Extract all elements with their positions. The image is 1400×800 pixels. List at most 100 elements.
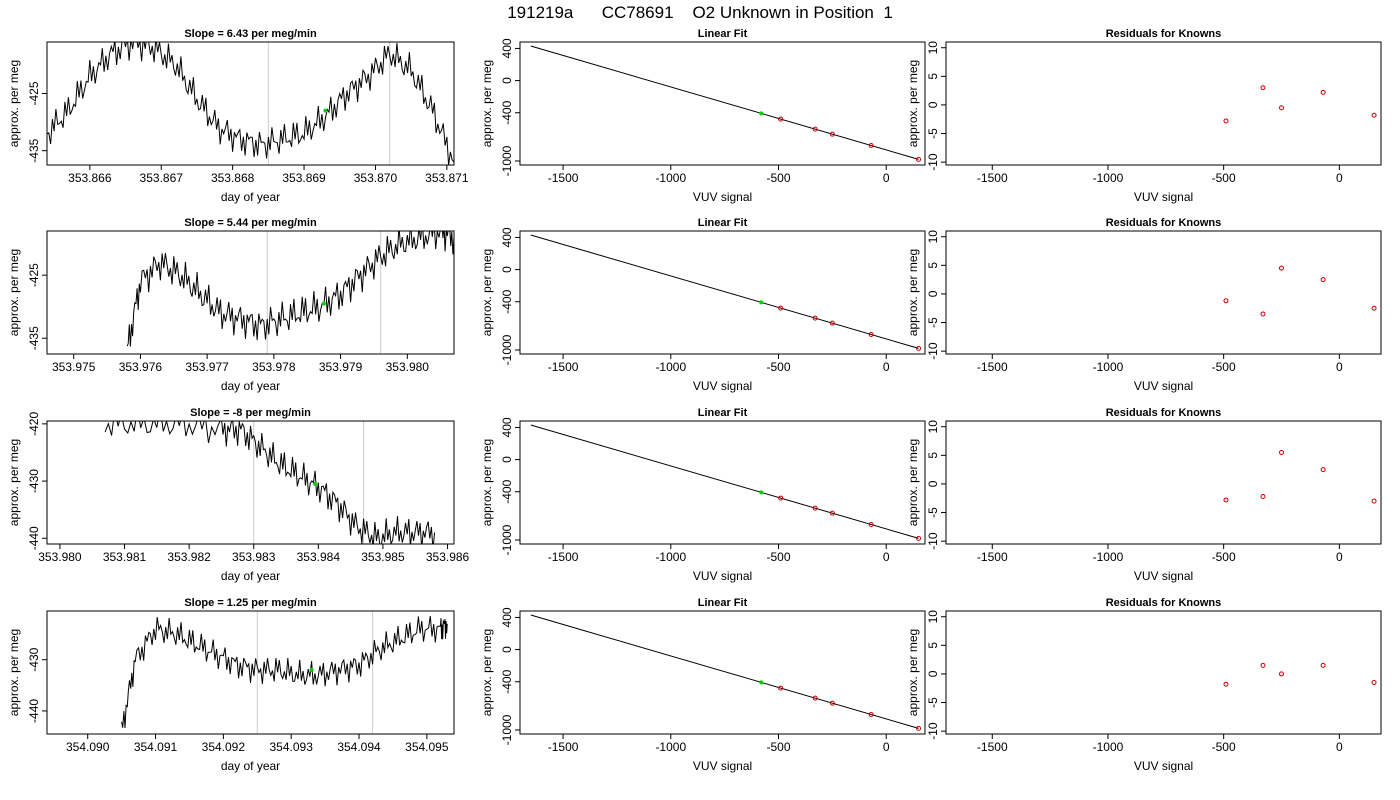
known-point xyxy=(829,700,835,706)
y-tick-label: -440 xyxy=(27,699,41,723)
x-tick-label: -1000 xyxy=(1093,740,1124,754)
plot-area xyxy=(530,424,922,541)
plot-frame xyxy=(46,230,455,355)
y-tick-label: -400 xyxy=(500,669,514,693)
known-point xyxy=(778,685,784,691)
highlight-point xyxy=(313,481,318,486)
panel-title: Linear Fit xyxy=(698,28,748,40)
x-tick-label: -1500 xyxy=(977,360,1008,374)
y-tick-label: -5 xyxy=(926,507,940,518)
panel-linear-fit: Linear Fit -1500 -1000 -500 0 400 0 -400 -1000 VU… xyxy=(480,407,926,583)
y-axis-label: approx. per meg xyxy=(480,439,494,526)
known-point xyxy=(812,505,818,511)
x-tick-label: 0 xyxy=(1336,360,1343,374)
x-axis-label: day of year xyxy=(221,190,280,204)
panel-title: Slope = -8 per meg/min xyxy=(190,407,311,419)
known-point xyxy=(916,345,922,351)
x-tick-label: -1000 xyxy=(1093,171,1124,185)
x-tick-label: -500 xyxy=(766,740,790,754)
known-point xyxy=(829,131,835,137)
x-tick-label: -1000 xyxy=(655,740,686,754)
plot-frame xyxy=(519,610,926,735)
highlight-point xyxy=(321,301,326,306)
known-point xyxy=(916,535,922,541)
unknown-point xyxy=(759,111,764,116)
y-axis-label: approx. per meg xyxy=(906,249,920,336)
y-tick-label: -5 xyxy=(926,697,940,708)
y-tick-label: -430 xyxy=(27,647,41,671)
x-tick-label: 353.980 xyxy=(386,360,430,374)
plot-frame xyxy=(945,230,1382,355)
y-tick-label: -435 xyxy=(27,326,41,350)
known-point xyxy=(868,332,874,338)
x-tick-label: 353.978 xyxy=(252,360,296,374)
y-axis-label: approx. per meg xyxy=(480,60,494,147)
x-axis-label: day of year xyxy=(221,569,280,583)
y-tick-label: -10 xyxy=(926,342,940,360)
residual-point xyxy=(1279,671,1285,677)
panel-time-series: Slope = 5.44 per meg/min 353.975 353.976 35… xyxy=(7,217,455,393)
y-tick-label: 0 xyxy=(926,670,940,677)
y-axis-label: approx. per meg xyxy=(480,249,494,336)
x-tick-label: -500 xyxy=(766,360,790,374)
unknown-point xyxy=(759,300,764,305)
x-tick-label: -1500 xyxy=(977,740,1008,754)
panel-title: Slope = 6.43 per meg/min xyxy=(184,28,317,40)
y-axis-label: approx. per meg xyxy=(7,249,21,336)
x-axis-label: VUV signal xyxy=(1134,379,1193,393)
plot-frame xyxy=(46,41,455,166)
x-tick-label: 353.869 xyxy=(282,171,326,185)
x-tick-label: 353.868 xyxy=(211,171,255,185)
y-tick-label: 5 xyxy=(926,73,940,80)
known-point xyxy=(916,156,922,162)
x-axis-label: VUV signal xyxy=(693,759,752,773)
panel-time-series: Slope = 1.25 per meg/min 354.090 354.091 35… xyxy=(7,597,455,773)
unknown-point xyxy=(759,490,764,495)
panel-linear-fit: Linear Fit -1500 -1000 -500 0 400 0 -400 -1000 VU… xyxy=(480,597,926,773)
x-tick-label: -1000 xyxy=(1093,360,1124,374)
plot-frame xyxy=(945,610,1382,735)
x-tick-label: 353.870 xyxy=(354,171,398,185)
known-point xyxy=(778,305,784,311)
residual-point xyxy=(1371,498,1377,504)
y-tick-label: -420 xyxy=(27,412,41,436)
y-axis-label: approx. per meg xyxy=(7,439,21,526)
y-tick-label: 10 xyxy=(926,610,940,624)
y-tick-label: 0 xyxy=(500,456,514,463)
y-axis-label: approx. per meg xyxy=(906,439,920,526)
x-tick-label: 353.867 xyxy=(140,171,184,185)
x-axis-label: day of year xyxy=(221,759,280,773)
y-tick-label: -425 xyxy=(27,263,41,287)
residual-point xyxy=(1320,89,1326,95)
plot-area xyxy=(1223,662,1377,687)
residual-point xyxy=(1260,662,1266,668)
panel-title: Linear Fit xyxy=(698,217,748,229)
x-tick-label: 0 xyxy=(1336,740,1343,754)
y-axis-label: approx. per meg xyxy=(906,629,920,716)
x-tick-label: 353.976 xyxy=(119,360,163,374)
plot-area xyxy=(47,42,454,165)
fit-line xyxy=(530,45,919,160)
plot-frame xyxy=(945,41,1382,166)
highlight-point xyxy=(323,108,328,113)
x-axis-label: day of year xyxy=(221,379,280,393)
x-axis-label: VUV signal xyxy=(1134,759,1193,773)
x-tick-label: -1500 xyxy=(548,550,579,564)
plot-frame xyxy=(46,420,455,545)
x-tick-label: 353.985 xyxy=(361,550,405,564)
x-tick-label: -500 xyxy=(766,171,790,185)
y-tick-label: 0 xyxy=(926,101,940,108)
x-tick-label: -1500 xyxy=(548,360,579,374)
y-axis-label: approx. per meg xyxy=(480,629,494,716)
y-tick-label: 5 xyxy=(926,642,940,649)
y-tick-label: 10 xyxy=(926,230,940,244)
x-tick-label: 353.984 xyxy=(297,550,341,564)
y-tick-label: 0 xyxy=(500,266,514,273)
x-tick-label: -1000 xyxy=(655,360,686,374)
y-tick-label: -1000 xyxy=(500,524,514,555)
panel-time-series: Slope = 6.43 per meg/min 353.866 353.867 35… xyxy=(7,28,469,204)
x-tick-label: 353.979 xyxy=(319,360,363,374)
x-tick-label: 354.094 xyxy=(337,740,381,754)
x-tick-label: 353.981 xyxy=(103,550,147,564)
